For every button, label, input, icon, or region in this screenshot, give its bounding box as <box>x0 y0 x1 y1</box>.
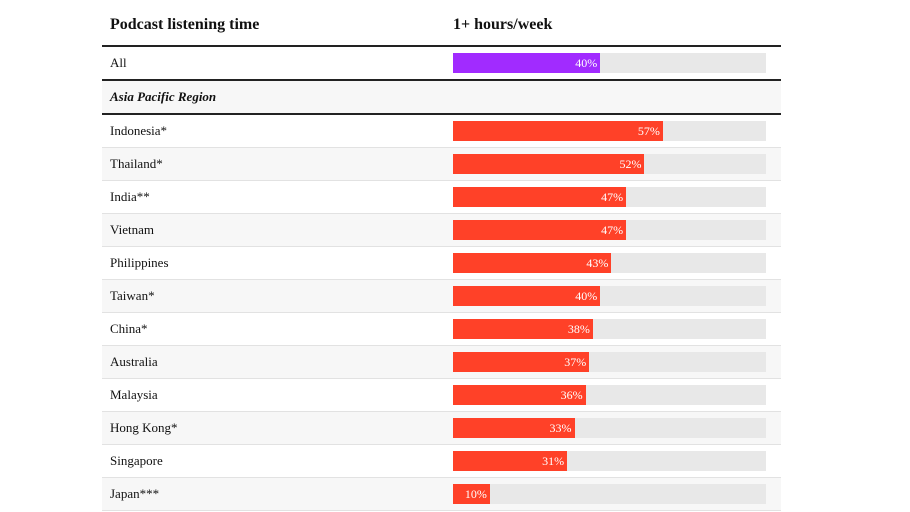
bar-value-label: 10% <box>464 486 487 501</box>
bar-track: 37% <box>453 352 766 372</box>
table-row: Malaysia 36% <box>102 379 781 412</box>
table-row: China* 38% <box>102 313 781 346</box>
bar-value-label: 43% <box>586 255 609 270</box>
bar: 36% <box>453 385 586 405</box>
bar-value-label: 40% <box>575 288 598 303</box>
row-label: India** <box>110 189 150 204</box>
table-row: Australia 37% <box>102 346 781 379</box>
bar-track: 10% <box>453 484 766 504</box>
row-label: Philippines <box>110 255 169 270</box>
table-row: Hong Kong* 33% <box>102 412 781 445</box>
table-row: Indonesia* 57% <box>102 115 781 148</box>
table-row: Philippines 43% <box>102 247 781 280</box>
row-label: Australia <box>110 354 158 369</box>
bar: 47% <box>453 187 627 207</box>
bar-value-label: 38% <box>567 321 590 336</box>
bar-track: 47% <box>453 220 766 240</box>
row-label: All <box>110 55 127 70</box>
bar: 40% <box>453 53 601 73</box>
row-label: Singapore <box>110 453 163 468</box>
region-group-title: Asia Pacific Region <box>110 89 217 104</box>
bar: 57% <box>453 121 663 141</box>
row-label: Taiwan* <box>110 288 155 303</box>
value-column-header: 1+ hours/week <box>453 16 553 33</box>
bar-value-label: 47% <box>601 222 624 237</box>
bar: 31% <box>453 451 568 471</box>
bar-value-label: 33% <box>549 420 572 435</box>
row-label: Hong Kong* <box>110 420 178 435</box>
bar-value-label: 36% <box>560 387 583 402</box>
region-group-row: Asia Pacific Region <box>102 81 781 115</box>
label-column-header: Podcast listening time <box>110 16 260 33</box>
bar: 38% <box>453 319 593 339</box>
bar-track: 33% <box>453 418 766 438</box>
row-label: China* <box>110 321 148 336</box>
bar-value-label: 47% <box>601 189 624 204</box>
bar-value-label: 31% <box>542 453 565 468</box>
table-row: Singapore 31% <box>102 445 781 478</box>
bar: 47% <box>453 220 627 240</box>
bar-value-label: 52% <box>619 156 642 171</box>
region-rows: Indonesia* 57% Thailand* 52% India** 47% Vietn… <box>102 115 781 511</box>
podcast-listening-table: Podcast listening time 1+ hours/week All… <box>102 0 781 511</box>
table-row: Thailand* 52% <box>102 148 781 181</box>
bar-track: 43% <box>453 253 766 273</box>
bar: 40% <box>453 286 601 306</box>
row-label: Indonesia* <box>110 123 168 138</box>
table-row: Taiwan* 40% <box>102 280 781 313</box>
bar-track: 36% <box>453 385 766 405</box>
bar-track: 40% <box>453 53 766 73</box>
bar-track: 38% <box>453 319 766 339</box>
bar-track: 47% <box>453 187 766 207</box>
table-header: Podcast listening time 1+ hours/week <box>102 0 781 47</box>
bar-track: 40% <box>453 286 766 306</box>
bar-track: 31% <box>453 451 766 471</box>
row-label: Thailand* <box>110 156 163 171</box>
row-label: Malaysia <box>110 387 158 402</box>
table-row: India** 47% <box>102 181 781 214</box>
table-row: Japan*** 10% <box>102 478 781 511</box>
bar: 37% <box>453 352 590 372</box>
bar-track: 57% <box>453 121 766 141</box>
bar: 52% <box>453 154 645 174</box>
bar: 33% <box>453 418 575 438</box>
bar-track: 52% <box>453 154 766 174</box>
table-row: Vietnam 47% <box>102 214 781 247</box>
row-label: Vietnam <box>110 222 154 237</box>
bar-value-label: 40% <box>575 55 598 70</box>
bar: 10% <box>453 484 490 504</box>
bar: 43% <box>453 253 612 273</box>
bar-value-label: 57% <box>637 123 660 138</box>
row-label: Japan*** <box>110 486 160 501</box>
total-row: All 40% <box>102 47 781 81</box>
bar-value-label: 37% <box>564 354 587 369</box>
